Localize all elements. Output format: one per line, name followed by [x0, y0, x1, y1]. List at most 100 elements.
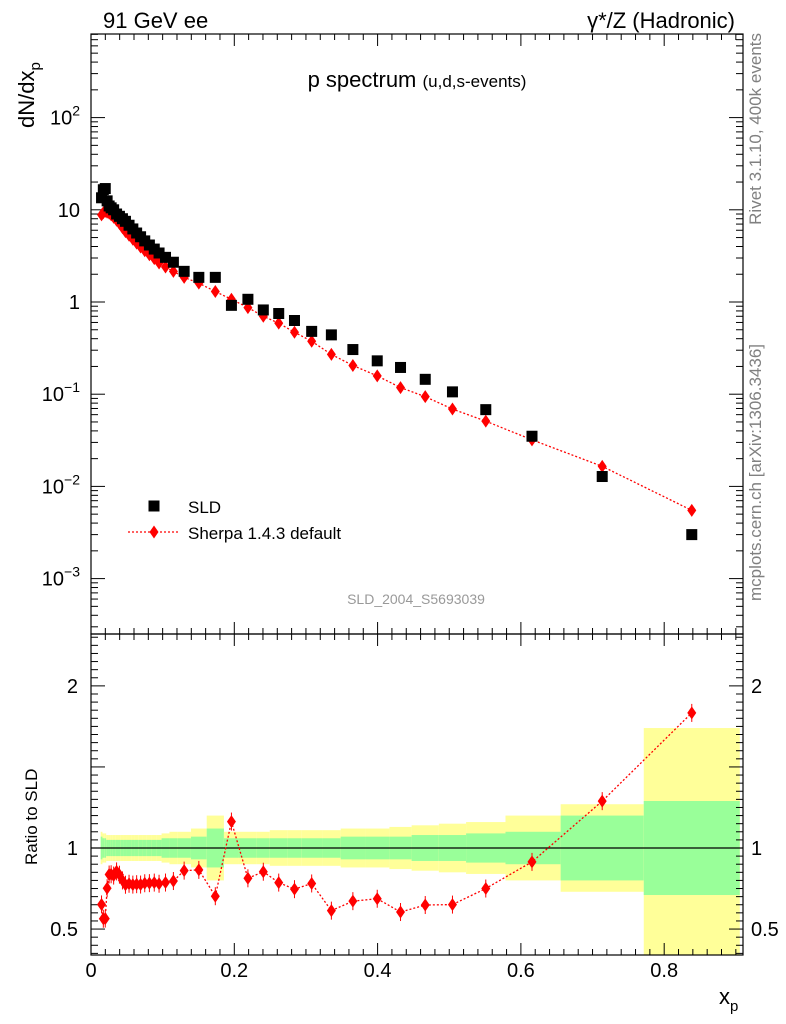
plot-title-main: p spectrum [308, 67, 423, 92]
sld-point [167, 256, 179, 268]
x-tick-label: 0.2 [220, 960, 248, 982]
sherpa-ratio-point [226, 815, 236, 829]
sherpa-ratio-point [161, 876, 171, 890]
y-tick-label: 1 [69, 292, 80, 314]
sherpa-point [326, 347, 336, 361]
xlabel-sub: p [730, 998, 738, 1015]
x-tick-label: 0 [85, 960, 96, 982]
sld-point [99, 183, 111, 195]
sherpa-ratio-point [97, 897, 107, 911]
main-y-axis-label: dN/dxp [14, 62, 44, 128]
sherpa-ratio-point [420, 898, 430, 912]
sherpa-point [481, 414, 491, 428]
sld-point [273, 308, 285, 320]
sld-point [96, 192, 108, 204]
y-tick-label: 102 [50, 103, 80, 130]
header-right-label: γ*/Z (Hadronic) [587, 8, 735, 33]
sld-point [347, 344, 359, 356]
sherpa-ratio-point [100, 912, 110, 926]
sherpa-point [307, 334, 317, 348]
y-tick-label: 10−2 [42, 471, 80, 498]
sld-point [153, 247, 165, 259]
sherpa-ratio-point [326, 904, 336, 918]
sld-point [288, 315, 300, 327]
sherpa-ratio-point [307, 876, 317, 890]
sherpa-ratio-line [100, 712, 693, 920]
ratio-y-tick-label-right: 2 [751, 676, 762, 698]
legend-sherpa-label: Sherpa 1.4.3 default [188, 524, 341, 543]
x-tick-label: 0.4 [364, 960, 392, 982]
plot-title-sub: (u,d,s-events) [423, 72, 527, 91]
sld-point [178, 265, 190, 277]
legend: SLD Sherpa 1.4.3 default [128, 498, 341, 543]
sherpa-ratio-point [258, 865, 268, 879]
sherpa-point [210, 284, 220, 298]
sherpa-point [396, 381, 406, 395]
y-tick-label: 10 [58, 200, 80, 222]
ratio-y-tick-label-right: 1 [751, 838, 762, 860]
y-tick-label: 10−1 [42, 379, 80, 406]
sherpa-ratio-point [194, 863, 204, 877]
sherpa-ratio-point [179, 864, 189, 878]
ratio-y-tick-label-left: 0.5 [50, 919, 78, 941]
sherpa-ratio-point [154, 877, 164, 891]
sherpa-point [447, 402, 457, 416]
plot-title: p spectrum (u,d,s-events) [308, 67, 527, 92]
sherpa-ratio-point [372, 892, 382, 906]
sherpa-ratio-point [597, 794, 607, 808]
series-sherpa-ratio [97, 703, 697, 928]
sherpa-ratio-point [481, 882, 491, 896]
sherpa-ratio-point [687, 706, 697, 720]
sld-point [596, 471, 608, 483]
legend-sld-label: SLD [188, 498, 221, 517]
sld-point [193, 271, 205, 283]
x-tick-label: 0.6 [507, 960, 535, 982]
sherpa-ratio-point [348, 894, 358, 908]
x-tick-label: 0.8 [650, 960, 678, 982]
sherpa-ratio-point [210, 889, 220, 903]
sherpa-ratio-point [140, 876, 150, 890]
xlabel-main: x [719, 984, 730, 1009]
ylabel-sub: p [27, 62, 44, 70]
sld-point [371, 355, 383, 367]
sld-point [446, 386, 458, 398]
legend-sherpa-marker [149, 525, 159, 539]
header-left-label: 91 GeV ee [103, 8, 208, 33]
sherpa-ratio-point [102, 881, 112, 895]
sld-point [686, 529, 698, 541]
analysis-label: SLD_2004_S5693039 [347, 591, 485, 607]
sherpa-ratio-point [274, 876, 284, 890]
rivet-version-label: Rivet 3.1.10, 400k events [746, 33, 765, 225]
sld-point [526, 430, 538, 442]
sld-point [419, 373, 431, 385]
sld-point [209, 271, 221, 283]
ratio-y-axis-label: Ratio to SLD [22, 769, 41, 865]
sherpa-point [168, 264, 178, 278]
sherpa-ratio-point [289, 882, 299, 896]
sherpa-ratio-point [396, 905, 406, 919]
series-sherpa-main [97, 204, 697, 517]
sherpa-point [687, 503, 697, 517]
x-axis-label: xp [719, 984, 738, 1015]
ratio-plot-frame [90, 633, 744, 956]
sherpa-point [597, 459, 607, 473]
sherpa-ratio-point [527, 855, 537, 869]
sld-point [480, 404, 492, 416]
sld-point [160, 251, 172, 263]
sld-point [242, 293, 254, 305]
series-sld-main [96, 183, 698, 541]
sld-point [325, 329, 337, 341]
sld-point [306, 325, 318, 337]
main-plot-frame [90, 33, 744, 635]
sld-point [257, 304, 269, 316]
ratio-y-tick-label-left: 2 [67, 676, 78, 698]
ylabel-main: dN/dx [14, 71, 39, 128]
sherpa-point [161, 260, 171, 274]
legend-sld-marker [148, 500, 160, 512]
sherpa-point [348, 358, 358, 372]
mcplots-label: mcplots.cern.ch [arXiv:1306.3436] [746, 344, 765, 601]
sherpa-point [420, 390, 430, 404]
sld-point [225, 299, 237, 311]
sherpa-point [372, 369, 382, 383]
